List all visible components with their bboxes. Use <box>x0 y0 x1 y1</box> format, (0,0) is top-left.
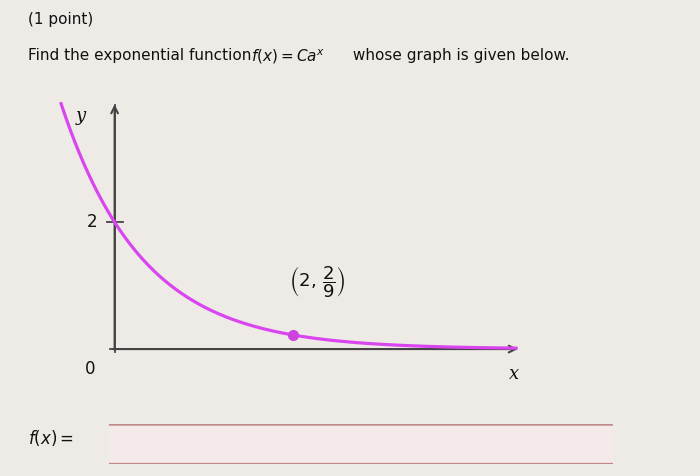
Text: y: y <box>76 107 86 125</box>
FancyBboxPatch shape <box>93 425 628 464</box>
Text: $\left(2,\,\dfrac{2}{9}\right)$: $\left(2,\,\dfrac{2}{9}\right)$ <box>288 264 345 300</box>
Text: (1 point): (1 point) <box>28 12 93 27</box>
Text: x: x <box>509 365 519 383</box>
Text: $f(x) =$: $f(x) =$ <box>28 428 74 448</box>
Text: Find the exponential function: Find the exponential function <box>28 48 256 63</box>
Text: 2: 2 <box>87 213 97 231</box>
Text: $f(x) = Ca^x$: $f(x) = Ca^x$ <box>251 48 325 66</box>
Text: whose graph is given below.: whose graph is given below. <box>348 48 569 63</box>
Text: 0: 0 <box>85 360 95 378</box>
